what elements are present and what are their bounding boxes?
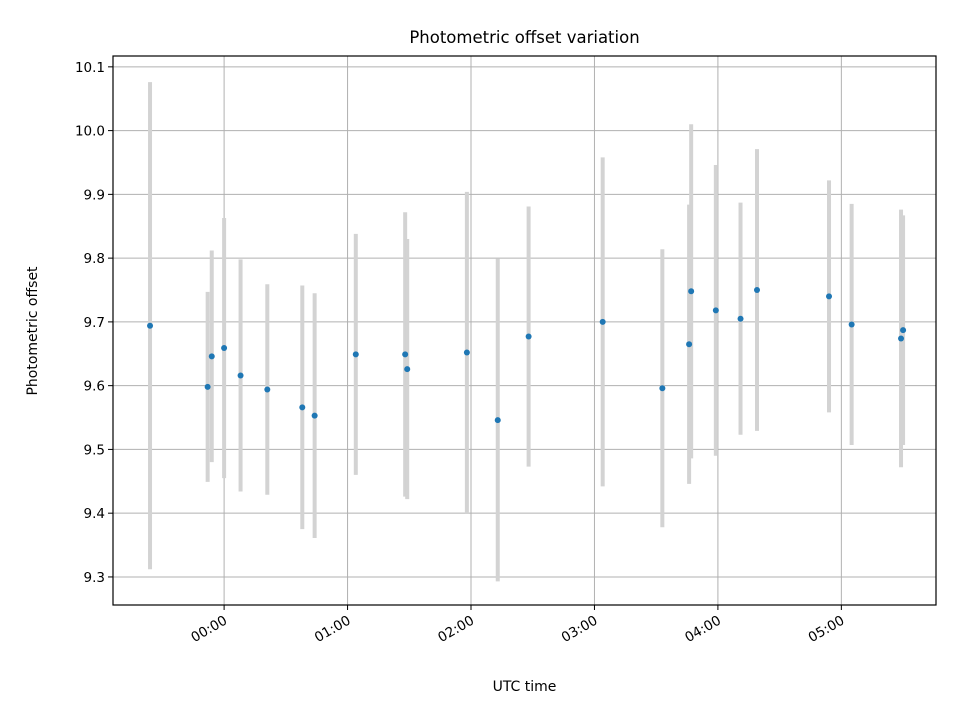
data-point xyxy=(826,293,833,300)
data-point xyxy=(525,333,532,340)
y-tick-label: 10.0 xyxy=(75,124,105,140)
data-point xyxy=(753,287,760,294)
y-axis-label: Photometric offset xyxy=(25,266,41,396)
data-point xyxy=(264,386,271,393)
data-point xyxy=(900,327,907,334)
x-tick-label: 04:00 xyxy=(682,613,724,646)
data-point xyxy=(712,307,719,314)
data-point xyxy=(402,351,409,358)
y-tick-label: 9.3 xyxy=(84,570,105,586)
data-point xyxy=(352,351,359,358)
data-point xyxy=(404,366,411,373)
x-tick-label: 05:00 xyxy=(806,613,848,646)
data-point xyxy=(659,385,666,392)
y-tick-label: 10.1 xyxy=(75,60,105,76)
y-tick-label: 9.4 xyxy=(84,506,105,522)
data-point xyxy=(898,335,905,342)
data-point xyxy=(848,321,855,328)
x-tick-label: 03:00 xyxy=(559,613,601,646)
plot-frame xyxy=(112,55,937,606)
x-tick-label: 00:00 xyxy=(188,613,230,646)
data-point xyxy=(147,322,154,329)
data-points xyxy=(147,287,907,424)
data-point xyxy=(204,383,211,390)
y-tick-label: 9.6 xyxy=(84,379,105,395)
data-point xyxy=(686,341,693,348)
grid-lines xyxy=(113,56,936,605)
data-point xyxy=(494,417,501,424)
data-point xyxy=(688,288,695,295)
data-point xyxy=(237,372,244,379)
y-axis-ticks: 9.3 9.4 9.5 9.6 9.7 9.8 9.9 10.0 10.1 xyxy=(75,60,113,586)
data-point xyxy=(208,353,215,360)
data-point xyxy=(599,318,606,325)
data-point xyxy=(311,412,318,419)
data-point xyxy=(221,345,228,352)
x-axis-ticks: 00:00 01:00 02:00 03:00 04:00 05:00 xyxy=(188,605,847,646)
x-axis-label: UTC time xyxy=(493,679,557,695)
y-tick-label: 9.7 xyxy=(84,315,105,331)
y-tick-label: 9.9 xyxy=(84,187,105,203)
y-tick-label: 9.8 xyxy=(84,251,105,267)
x-tick-label: 01:00 xyxy=(312,613,354,646)
data-point xyxy=(463,349,470,356)
error-bars xyxy=(148,82,906,582)
data-point xyxy=(299,404,306,411)
y-tick-label: 9.5 xyxy=(84,442,105,458)
x-tick-label: 02:00 xyxy=(435,613,477,646)
chart-title: Photometric offset variation xyxy=(409,28,639,47)
data-point xyxy=(737,315,744,322)
